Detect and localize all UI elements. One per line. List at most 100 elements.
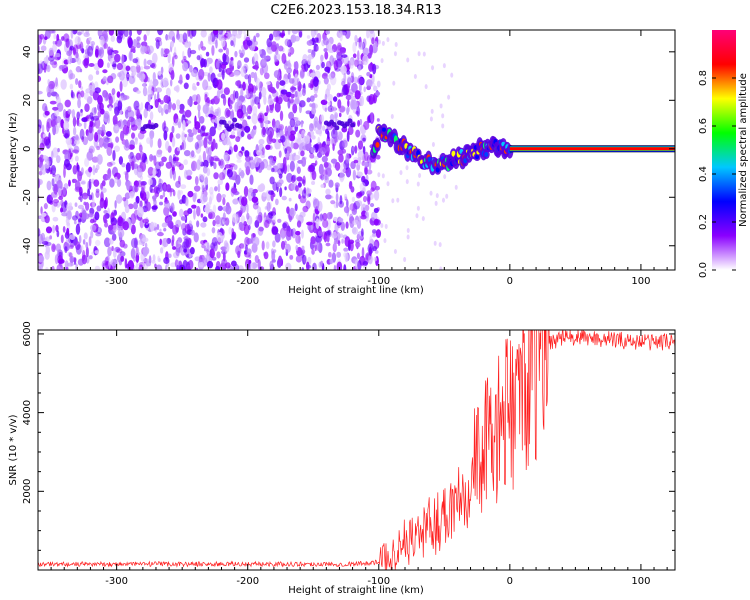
noise-blob <box>430 108 434 114</box>
noise-blob <box>275 95 279 104</box>
noise-blob <box>41 212 47 217</box>
noise-blob <box>286 164 290 173</box>
noise-blob <box>271 138 277 144</box>
noise-blob <box>140 41 148 47</box>
noise-blob <box>331 231 338 239</box>
noise-blob <box>102 69 108 74</box>
noise-blob <box>119 81 123 92</box>
noise-blob <box>155 187 161 195</box>
noise-blob <box>224 137 230 146</box>
noise-blob <box>222 95 227 106</box>
noise-blob <box>240 104 247 115</box>
noise-blob <box>163 130 168 141</box>
noise-blob <box>292 103 298 114</box>
noise-blob <box>341 238 344 244</box>
noise-blob <box>246 40 253 47</box>
noise-blob <box>434 200 438 206</box>
noise-blob <box>240 130 245 138</box>
noise-blob <box>56 33 60 42</box>
noise-blob <box>301 87 306 97</box>
faint-signal-blob <box>334 125 340 131</box>
noise-blob <box>89 85 93 91</box>
noise-blob <box>122 221 130 231</box>
noise-blob <box>366 71 371 77</box>
noise-blob <box>163 183 167 192</box>
noise-blob <box>352 53 357 59</box>
noise-blob <box>146 30 150 36</box>
noise-blob <box>245 112 249 117</box>
noise-blob <box>43 203 48 210</box>
noise-blob <box>120 130 125 141</box>
noise-blob <box>336 251 342 258</box>
spectrogram-x-tick-label: 0 <box>507 276 513 287</box>
noise-blob <box>352 169 357 181</box>
noise-blob <box>345 94 352 101</box>
noise-blob <box>158 161 164 167</box>
noise-blob <box>357 140 364 150</box>
noise-blob <box>356 191 363 197</box>
noise-blob <box>306 40 314 46</box>
spectrogram-x-tick-label: -200 <box>236 276 259 287</box>
faint-signal-blob <box>221 119 227 125</box>
noise-blob <box>167 52 171 64</box>
noise-blob <box>276 43 279 49</box>
noise-blob <box>386 37 390 43</box>
noise-blob <box>391 198 395 204</box>
noise-blob <box>52 216 59 222</box>
noise-blob <box>76 164 80 173</box>
noise-blob <box>104 30 109 33</box>
noise-blob <box>240 112 245 119</box>
noise-blob <box>304 135 311 145</box>
noise-blob <box>65 137 73 145</box>
noise-blob <box>372 85 378 92</box>
noise-blob <box>224 242 230 253</box>
noise-blob <box>313 155 320 160</box>
noise-blob <box>184 133 188 138</box>
noise-blob <box>182 61 189 72</box>
noise-blob <box>57 147 60 153</box>
noise-blob <box>162 126 169 133</box>
noise-blob <box>345 153 350 164</box>
noise-blob <box>268 190 275 195</box>
noise-blob <box>111 88 116 96</box>
noise-blob <box>129 30 133 37</box>
noise-blob <box>406 227 410 233</box>
noise-blob <box>369 202 375 208</box>
noise-blob <box>306 97 311 103</box>
noise-blob <box>117 120 125 129</box>
noise-blob <box>334 182 340 188</box>
noise-blob <box>186 264 191 270</box>
noise-blob <box>203 137 208 149</box>
noise-blob <box>208 134 212 142</box>
noise-blob <box>112 247 117 259</box>
noise-blob <box>208 211 216 220</box>
noise-blob <box>218 48 224 53</box>
noise-blob <box>381 173 385 179</box>
noise-blob <box>38 228 41 237</box>
noise-blob <box>57 255 63 265</box>
noise-blob <box>175 133 181 139</box>
noise-blob <box>190 150 195 158</box>
noise-blob <box>183 149 191 157</box>
noise-blob <box>202 79 209 91</box>
noise-blob <box>133 38 137 48</box>
noise-blob <box>353 159 359 164</box>
noise-blob <box>195 93 201 105</box>
noise-blob <box>162 77 169 88</box>
noise-blob <box>311 170 317 181</box>
noise-blob <box>373 207 379 214</box>
noise-blob <box>205 51 210 57</box>
noise-blob <box>194 141 199 150</box>
noise-blob <box>250 162 255 170</box>
signal-core <box>382 127 387 132</box>
spectrogram-y-tick-label: 20 <box>22 94 33 107</box>
noise-blob <box>193 208 196 220</box>
snr-axes: -300 -200 -100 0 100 2000 4000 6000 <box>22 321 676 587</box>
noise-blob <box>45 226 53 234</box>
noise-blob <box>405 179 409 185</box>
noise-blob <box>38 126 41 134</box>
noise-blob <box>297 92 303 98</box>
noise-blob <box>88 194 93 201</box>
noise-blob <box>221 194 226 199</box>
noise-blob <box>224 217 230 226</box>
